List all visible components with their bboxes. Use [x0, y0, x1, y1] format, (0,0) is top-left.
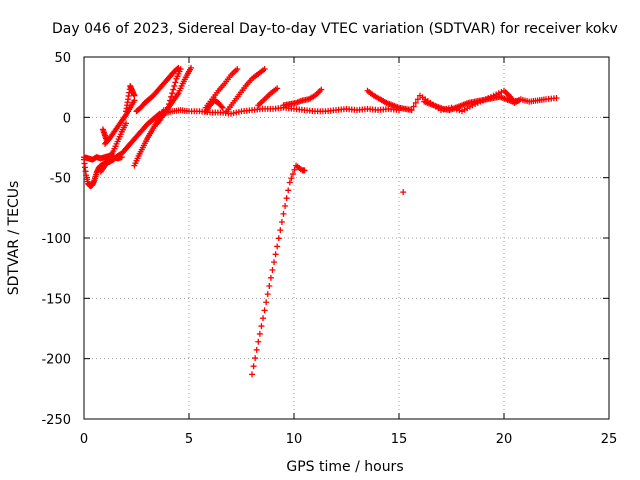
data-point	[256, 330, 263, 337]
data-point	[408, 107, 415, 114]
chart-title: Day 046 of 2023, Sidereal Day-to-day VTE…	[52, 21, 618, 37]
data-point	[266, 282, 273, 289]
data-point	[282, 203, 289, 210]
data-point	[414, 96, 421, 103]
data-point	[171, 82, 178, 89]
data-point	[253, 346, 260, 353]
data-point	[280, 210, 287, 217]
data-point	[167, 97, 174, 104]
data-point	[219, 104, 226, 111]
x-tick-label: 5	[185, 432, 193, 447]
data-point	[277, 227, 284, 234]
y-axis: -250 -200 -150 -100 -50 0 50	[41, 51, 609, 428]
data-point	[104, 138, 111, 145]
x-tick-label: 0	[80, 432, 88, 447]
data-point	[218, 103, 225, 110]
x-tick-label: 10	[286, 432, 303, 447]
x-axis-title: GPS time / hours	[286, 459, 403, 475]
data-point	[188, 64, 195, 71]
series-ramp-l	[255, 85, 281, 109]
series-ramp-h	[165, 66, 184, 111]
data-point	[267, 274, 274, 281]
data-point	[269, 266, 276, 273]
series-isolated-point	[400, 189, 407, 196]
data-point	[131, 92, 138, 99]
data-point	[258, 323, 265, 330]
y-tick-label: -250	[41, 413, 71, 428]
data-point	[286, 179, 293, 186]
data-point	[260, 315, 267, 322]
data-point	[291, 166, 298, 173]
x-tick-label: 25	[601, 432, 618, 447]
series-steep-line	[249, 162, 308, 378]
series-band-mid	[160, 104, 402, 117]
data-point	[168, 93, 175, 100]
data-point	[410, 103, 417, 110]
data-point	[170, 86, 177, 93]
data-point	[263, 299, 270, 306]
data-point	[283, 195, 290, 202]
data-point	[252, 355, 259, 362]
data-point	[118, 154, 125, 161]
data-point	[172, 79, 179, 86]
data-point	[261, 307, 268, 314]
data-point	[274, 85, 281, 92]
data-point	[289, 171, 296, 178]
data-point	[271, 259, 278, 266]
data-point	[234, 66, 241, 73]
series-band-right-2	[421, 93, 522, 114]
data-point	[272, 251, 279, 258]
data-point	[274, 243, 281, 250]
data-point	[553, 95, 560, 102]
series-ramp-d	[123, 82, 138, 115]
data-point	[278, 219, 285, 226]
series-ramp-f	[133, 64, 182, 115]
data-point	[400, 189, 407, 196]
data-point	[249, 371, 255, 378]
data-point	[318, 86, 325, 93]
grid	[84, 57, 609, 419]
data-point	[261, 66, 268, 73]
data-point	[264, 291, 271, 298]
data-point	[301, 167, 308, 174]
series-ramp-e	[131, 107, 167, 169]
series-ramp-a	[97, 120, 129, 175]
y-tick-label: -200	[41, 353, 71, 368]
y-axis-title: SDTVAR / TECUs	[6, 181, 22, 296]
y-tick-label: -50	[50, 172, 71, 187]
data-point	[123, 120, 129, 127]
data-point	[275, 235, 282, 242]
data-point	[412, 99, 419, 106]
x-axis: 0 5 10 15 20 25	[80, 57, 617, 447]
series-ramp-c	[99, 126, 111, 145]
data-point	[177, 66, 184, 73]
data-point	[515, 97, 522, 104]
data-point	[288, 175, 295, 182]
x-tick-label: 20	[496, 432, 513, 447]
data-points	[81, 64, 560, 378]
data-point	[285, 187, 292, 194]
y-tick-label: 0	[63, 111, 71, 126]
data-point	[166, 101, 173, 108]
data-point	[250, 363, 257, 370]
data-point	[169, 90, 176, 97]
y-tick-label: 50	[54, 51, 71, 66]
y-tick-label: -100	[41, 232, 71, 247]
data-point	[255, 338, 262, 345]
y-tick-label: -150	[41, 292, 71, 307]
series-band-upper	[280, 86, 325, 109]
x-tick-label: 15	[391, 432, 408, 447]
